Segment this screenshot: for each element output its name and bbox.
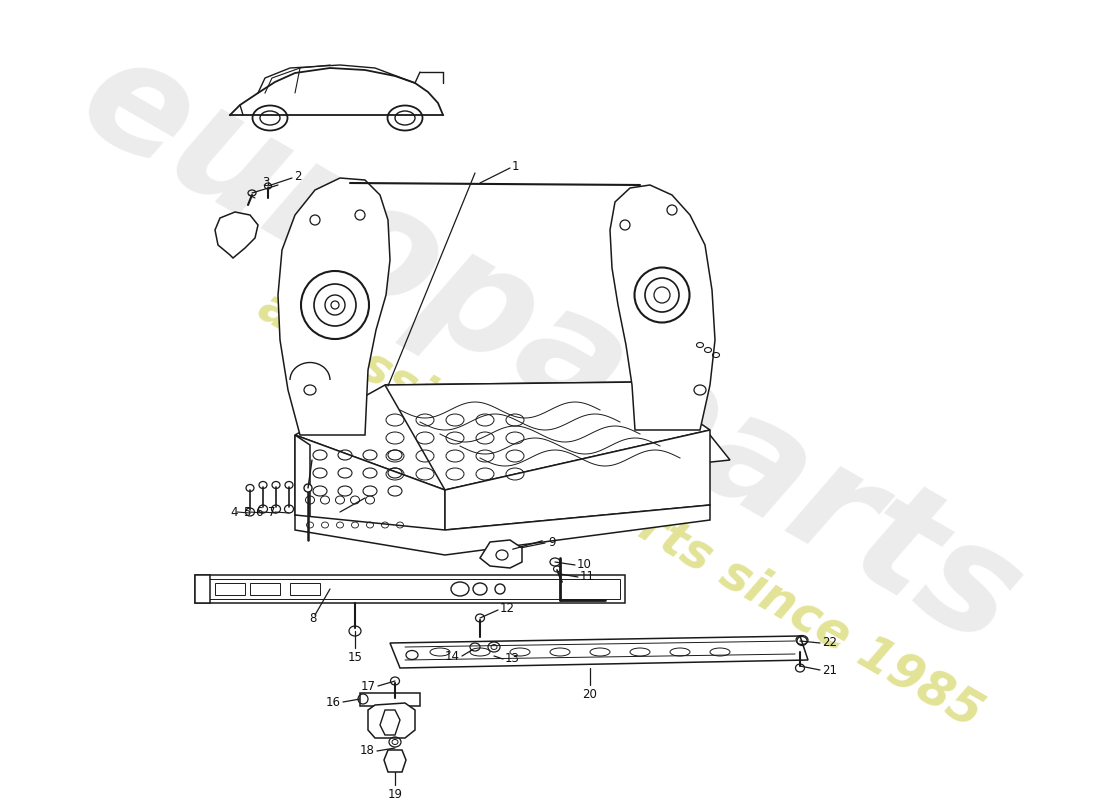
Text: 4: 4 (230, 506, 238, 518)
Text: a passion for parts since 1985: a passion for parts since 1985 (250, 282, 990, 738)
Polygon shape (295, 435, 310, 520)
Text: 14: 14 (446, 650, 460, 662)
Ellipse shape (314, 284, 356, 326)
Text: 19: 19 (387, 788, 403, 800)
Text: 3: 3 (263, 177, 270, 190)
Text: 2: 2 (294, 170, 301, 183)
Text: 15: 15 (348, 651, 362, 664)
Polygon shape (446, 430, 710, 530)
Bar (200, 579, 620, 599)
Ellipse shape (451, 582, 469, 596)
Polygon shape (214, 212, 258, 258)
Ellipse shape (495, 584, 505, 594)
Polygon shape (384, 750, 406, 772)
Text: 10: 10 (578, 558, 592, 570)
Text: 17: 17 (361, 679, 376, 693)
Polygon shape (390, 636, 808, 668)
Ellipse shape (331, 301, 339, 309)
Ellipse shape (473, 583, 487, 595)
Text: 11: 11 (580, 570, 595, 582)
Polygon shape (480, 540, 522, 568)
Polygon shape (295, 505, 710, 555)
Polygon shape (368, 703, 415, 738)
Bar (250, 583, 280, 595)
Text: 5: 5 (243, 506, 251, 518)
Bar (195, 575, 210, 603)
Polygon shape (610, 185, 715, 430)
Text: 9: 9 (548, 535, 556, 549)
Polygon shape (379, 710, 400, 735)
Ellipse shape (654, 287, 670, 303)
Text: 21: 21 (822, 663, 837, 677)
Polygon shape (295, 382, 730, 490)
Text: 18: 18 (360, 745, 375, 758)
Text: 20: 20 (583, 688, 597, 701)
Text: 1: 1 (512, 161, 519, 174)
Bar (214, 583, 245, 595)
Text: 16: 16 (326, 695, 341, 709)
Text: 22: 22 (822, 637, 837, 650)
Polygon shape (278, 178, 390, 435)
Polygon shape (295, 435, 446, 540)
Text: europaparts: europaparts (55, 22, 1045, 678)
Bar (360, 693, 420, 706)
Polygon shape (385, 382, 710, 490)
Ellipse shape (324, 295, 345, 315)
Text: 12: 12 (500, 602, 515, 615)
Bar (195, 575, 625, 603)
Ellipse shape (304, 484, 312, 492)
Text: 13: 13 (505, 651, 520, 665)
Text: 8: 8 (309, 611, 317, 625)
Ellipse shape (645, 278, 679, 312)
Ellipse shape (301, 271, 368, 339)
Ellipse shape (635, 267, 690, 322)
Text: 6: 6 (255, 506, 263, 518)
Bar (290, 583, 320, 595)
Text: 7: 7 (268, 506, 276, 518)
